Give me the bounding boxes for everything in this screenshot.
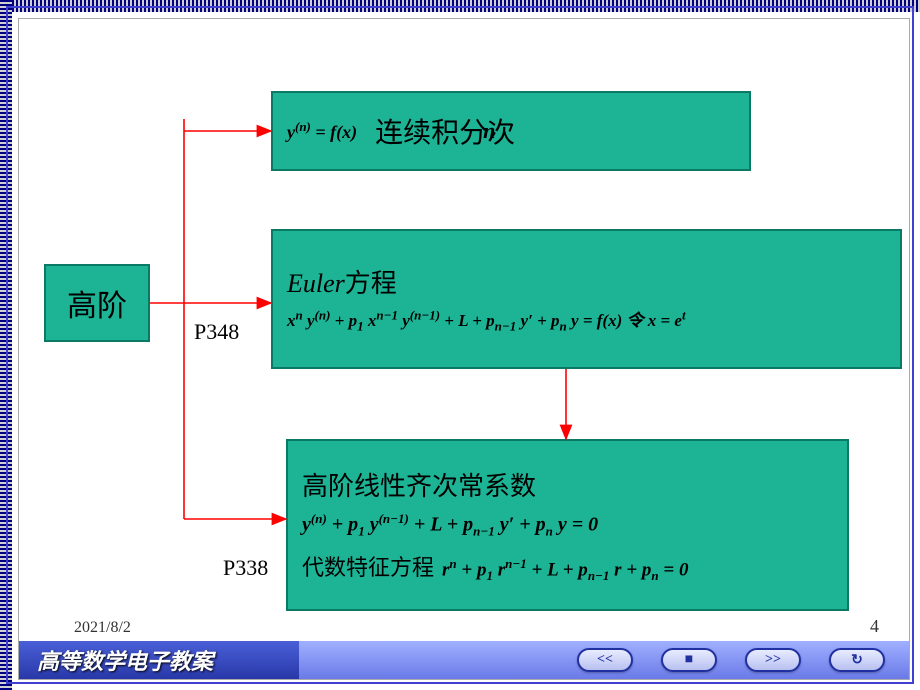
root-node-label: 高阶 — [60, 281, 134, 325]
date-stamp: 2021/8/2 — [74, 619, 131, 637]
box2-formula: xn y(n) + p1 xn−1 y(n−1) + L + pn−1 y′ +… — [287, 306, 886, 334]
chevron-right-icon: >> — [765, 652, 781, 668]
box3-formula2: rn + p1 rn−1 + L + pn−1 r + pn = 0 — [442, 556, 688, 584]
reload-icon: ↻ — [851, 652, 863, 669]
nav-stop-button[interactable]: ■ — [661, 648, 717, 672]
box3-formula1: y(n) + p1 y(n−1) + L + pn−1 y′ + pn y = … — [302, 511, 833, 540]
nav-prev-button[interactable]: << — [577, 648, 633, 672]
footer-gap — [299, 641, 549, 679]
node-box-euler: Euler方程 xn y(n) + p1 xn−1 y(n−1) + L + p… — [271, 229, 902, 369]
footer-buttons: << ■ >> ↻ — [549, 641, 909, 679]
box1-formula: y(n) = f(x) — [287, 119, 357, 143]
node-box-linear-homogeneous: 高阶线性齐次常系数 y(n) + p1 y(n−1) + L + pn−1 y′… — [286, 439, 849, 611]
slide-content: 高阶 y(n) = f(x) 连续积分次 n Euler方程 xn y(n) +… — [18, 18, 910, 680]
box2-title: Euler方程 — [287, 269, 397, 298]
page-ref-p338: P338 — [223, 555, 268, 581]
box1-tail: n — [483, 118, 495, 144]
box3-line2-label: 代数特征方程 — [302, 550, 434, 582]
node-box-integrate: y(n) = f(x) 连续积分次 n — [271, 91, 751, 171]
chevron-left-icon: << — [597, 652, 613, 668]
footer-bar: 高等数学电子教案 << ■ >> ↻ — [19, 641, 909, 679]
box3-title: 高阶线性齐次常系数 — [302, 466, 833, 503]
page-ref-p348: P348 — [194, 319, 239, 345]
stop-icon: ■ — [685, 652, 693, 668]
nav-next-button[interactable]: >> — [745, 648, 801, 672]
root-node-box: 高阶 — [44, 264, 150, 342]
page-number: 4 — [870, 616, 879, 637]
footer-title: 高等数学电子教案 — [19, 641, 299, 679]
nav-reload-button[interactable]: ↻ — [829, 648, 885, 672]
